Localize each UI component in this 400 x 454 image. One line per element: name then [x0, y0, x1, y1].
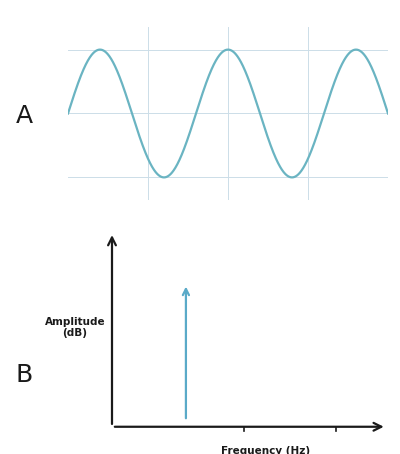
Text: Frequency (Hz): Frequency (Hz): [220, 446, 310, 454]
Text: A: A: [16, 104, 33, 128]
Text: B: B: [16, 363, 33, 386]
Text: Amplitude
(dB): Amplitude (dB): [45, 317, 105, 338]
